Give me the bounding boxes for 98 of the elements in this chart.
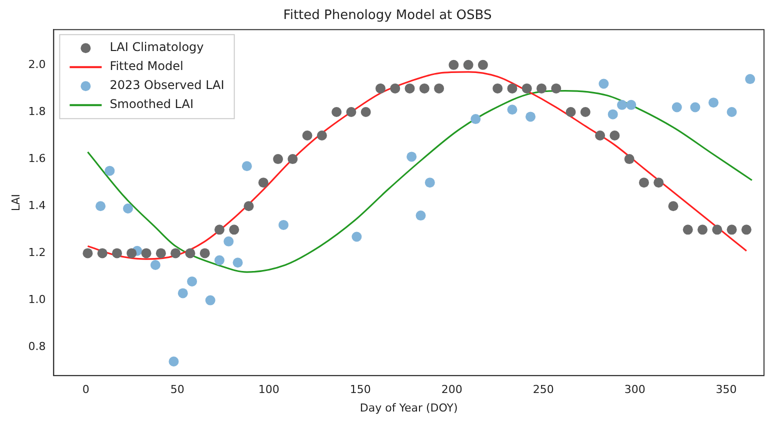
point [178,288,188,298]
point [126,248,137,258]
point [617,100,628,110]
point [258,178,268,188]
point [434,83,444,94]
point [244,201,254,212]
y-tick-label: 1.0 [28,293,46,306]
x-tick-label: 100 [258,383,280,396]
point [273,154,284,164]
point [741,224,752,235]
point [404,83,415,94]
y-tick-label: 1.6 [28,152,46,165]
point [302,130,312,141]
point [672,102,682,112]
point [390,83,400,94]
y-axis-title: LAI [9,194,22,212]
point [214,224,224,235]
point [698,224,708,235]
point [185,248,196,258]
point [690,102,700,112]
point [122,203,133,214]
point [224,236,234,246]
x-tick-label: 200 [441,383,462,396]
point [463,60,474,70]
point [478,60,488,70]
point [229,224,240,235]
point [97,248,108,258]
point [682,224,693,235]
y-tick-label: 1.8 [28,104,46,118]
point [448,60,459,70]
line-series [86,71,748,260]
legend-label: Smoothed LAI [110,97,194,112]
point [406,152,417,162]
point [712,224,722,235]
point [638,178,649,188]
point [214,255,224,266]
point [360,106,371,117]
point [551,83,562,94]
point [288,154,298,164]
point [187,276,198,286]
y-tick-label: 0.8 [28,340,46,354]
point [492,83,503,94]
point [205,295,216,306]
point [522,83,532,94]
point [507,104,518,115]
point [168,356,179,366]
x-tick-label: 150 [350,383,371,396]
point [316,130,327,141]
y-tick-label: 2.0 [28,58,46,71]
point [82,248,93,258]
point [580,106,590,117]
point [200,248,210,258]
point [242,161,252,172]
point [668,201,678,212]
point [232,258,243,268]
point [610,130,620,141]
point [566,106,576,117]
point [352,232,362,242]
point [156,248,166,258]
point [346,106,356,117]
legend-label: LAI Climatology [110,40,204,54]
point [507,83,518,94]
point [424,178,435,188]
legend-label: 2023 Observed LAI [110,78,224,92]
point [278,220,289,230]
chart-title: Fitted Phenology Model at OSBS [283,8,492,24]
point [419,83,430,94]
x-tick-label: 350 [716,383,737,396]
point [416,210,426,221]
point [332,106,342,117]
x-tick-label: 300 [624,383,646,396]
point [654,178,664,188]
point [104,166,115,176]
x-axis-title: Day of Year (DOY) [360,401,458,414]
point [150,260,160,270]
y-tick-label: 1.4 [28,198,46,212]
point [526,112,536,122]
point [536,83,547,94]
point [598,78,609,89]
legend-label: Fitted Model [110,59,184,74]
x-tick-label: 50 [170,383,184,396]
point [624,154,634,164]
point [608,109,618,120]
point [170,248,181,258]
point [375,83,386,94]
x-tick-label: 250 [532,383,554,396]
y-tick-label: 1.2 [28,246,46,260]
point [112,248,122,258]
point [726,224,737,235]
point [141,248,152,258]
point [726,106,737,117]
point [708,98,718,108]
x-tick-label: 0 [82,383,90,396]
point [595,130,606,141]
point [626,100,636,110]
point [96,201,106,212]
point [745,74,756,84]
point [470,114,481,124]
